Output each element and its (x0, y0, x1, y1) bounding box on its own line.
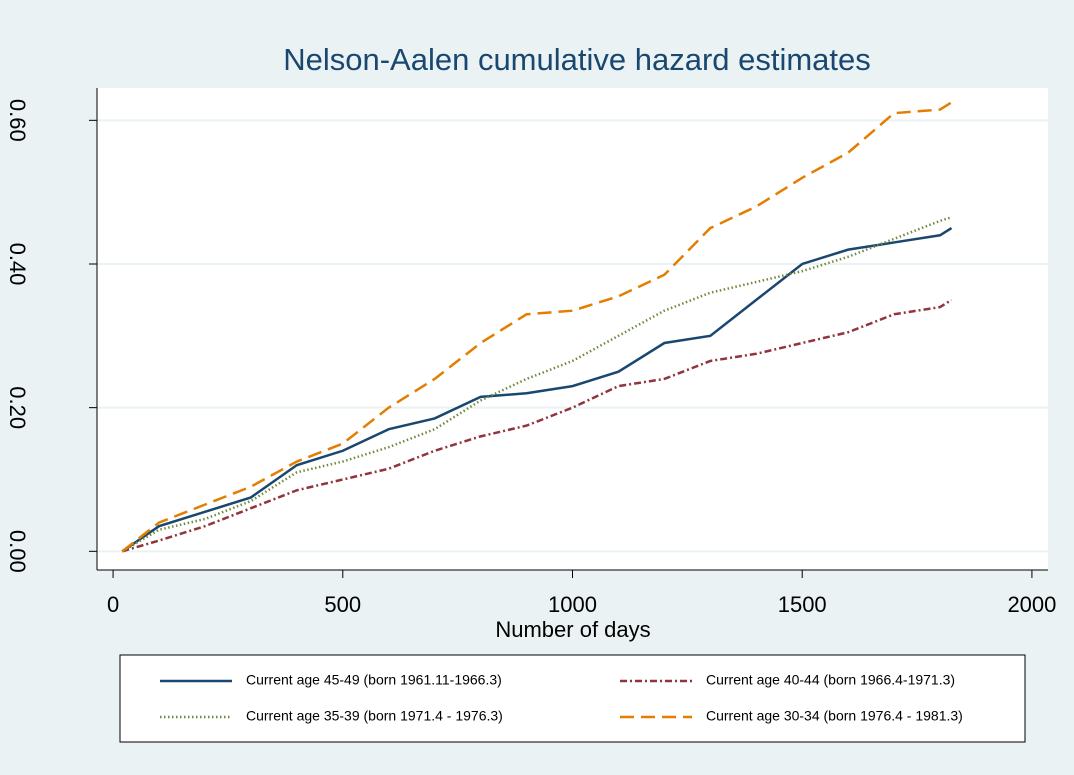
x-axis-title: Number of days (495, 617, 650, 642)
series-line (121, 227, 953, 553)
legend-label: Current age 35-39 (born 1971.4 - 1976.3) (246, 708, 503, 724)
legend (119, 654, 1026, 743)
x-tick-label: 500 (324, 592, 361, 617)
x-tick-label: 1000 (548, 592, 597, 617)
chart-title: Nelson-Aalen cumulative hazard estimates (283, 42, 871, 77)
x-tick-label: 2000 (1007, 592, 1056, 617)
legend-label: Current age 40-44 (born 1966.4-1971.3) (706, 672, 955, 688)
x-tick-label: 0 (107, 592, 119, 617)
legend-label: Current age 45-49 (born 1961.11-1966.3) (246, 672, 502, 688)
y-tick-label: 0.00 (5, 530, 30, 573)
x-tick-label: 1500 (778, 592, 827, 617)
plot-area (97, 88, 1048, 570)
series-line (121, 216, 952, 553)
y-tick-label: 0.60 (5, 99, 30, 142)
series-line (121, 298, 953, 553)
legend-label: Current age 30-34 (born 1976.4 - 1981.3) (706, 708, 963, 724)
series-line (121, 101, 953, 553)
y-tick-label: 0.20 (5, 386, 30, 429)
y-tick-label: 0.40 (5, 243, 30, 286)
